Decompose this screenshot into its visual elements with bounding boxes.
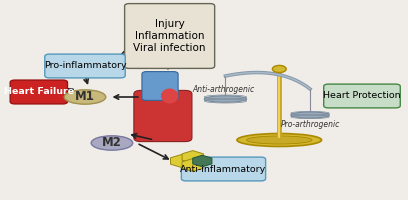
Text: Anti-arthrogenic: Anti-arthrogenic — [192, 85, 255, 94]
Ellipse shape — [204, 96, 246, 102]
Ellipse shape — [246, 136, 312, 144]
FancyBboxPatch shape — [124, 4, 215, 68]
Text: Pro-arthrogenic: Pro-arthrogenic — [280, 120, 340, 129]
Polygon shape — [193, 155, 212, 167]
Ellipse shape — [64, 90, 106, 104]
Text: M2: M2 — [102, 137, 122, 150]
FancyBboxPatch shape — [182, 157, 266, 181]
Text: Heart Failure: Heart Failure — [4, 88, 74, 97]
FancyBboxPatch shape — [324, 84, 400, 108]
Text: Pro-inflammatory: Pro-inflammatory — [44, 62, 126, 71]
FancyBboxPatch shape — [10, 80, 67, 104]
Ellipse shape — [237, 134, 322, 146]
Text: Heart Protection: Heart Protection — [323, 92, 401, 100]
FancyBboxPatch shape — [134, 90, 192, 142]
Polygon shape — [171, 155, 192, 167]
FancyBboxPatch shape — [142, 72, 178, 100]
Polygon shape — [182, 159, 203, 171]
FancyBboxPatch shape — [45, 54, 125, 78]
Text: Injury
Inflammation
Viral infection: Injury Inflammation Viral infection — [133, 19, 206, 53]
Ellipse shape — [161, 88, 178, 104]
Circle shape — [273, 65, 286, 73]
Polygon shape — [182, 151, 203, 163]
Ellipse shape — [91, 136, 133, 150]
Text: Anti-inflammatory: Anti-inflammatory — [180, 164, 266, 173]
Text: M1: M1 — [75, 90, 95, 104]
Ellipse shape — [291, 112, 329, 118]
